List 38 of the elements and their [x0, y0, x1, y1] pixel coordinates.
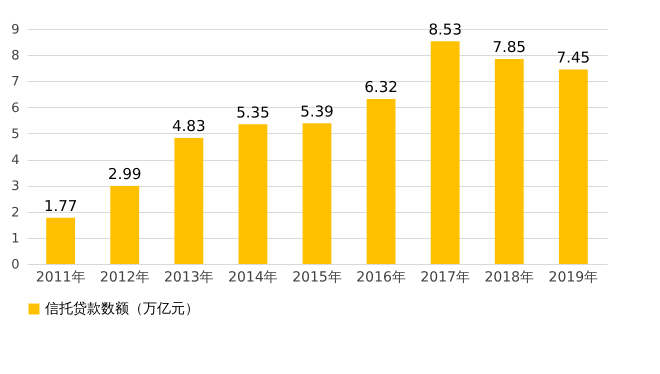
y-tick-label: 9	[11, 22, 20, 38]
y-tick-label: 4	[11, 153, 20, 168]
x-tick-label: 2015年	[292, 270, 342, 286]
x-tick-label: 2011年	[36, 270, 86, 286]
x-tick-label: 2019年	[548, 270, 598, 286]
bar	[494, 59, 524, 264]
bar	[174, 138, 204, 264]
y-tick-label: 3	[11, 179, 20, 194]
y-tick-label: 8	[11, 48, 20, 64]
data-label: 7.85	[492, 38, 526, 56]
data-label: 5.39	[300, 102, 334, 120]
data-label: 5.35	[236, 103, 270, 122]
bar	[46, 218, 76, 264]
data-label: 2.99	[108, 164, 142, 183]
data-label: 6.32	[364, 78, 398, 96]
y-tick-label: 0	[11, 258, 20, 272]
data-label: 1.77	[44, 196, 78, 215]
bar	[238, 124, 268, 264]
x-tick-label: 2018年	[484, 270, 534, 286]
data-label: 7.45	[556, 48, 590, 66]
data-label: 8.53	[428, 20, 462, 38]
x-tick-label: 2014年	[228, 270, 278, 286]
y-tick-label: 5	[11, 126, 20, 142]
bar	[430, 41, 460, 264]
bar	[558, 69, 588, 264]
x-tick-label: 2017年	[420, 270, 470, 286]
y-tick-label: 6	[11, 100, 20, 116]
y-tick-label: 1	[11, 231, 20, 246]
y-tick-label: 2	[11, 205, 20, 220]
y-tick-label: 7	[11, 74, 20, 90]
bar	[366, 98, 396, 264]
bar	[110, 186, 140, 264]
x-tick-label: 2012年	[100, 270, 150, 286]
x-tick-label: 2016年	[356, 270, 406, 286]
legend-label: 信托贷款数额（万亿元）	[45, 301, 199, 317]
bar	[302, 123, 332, 264]
x-tick-label: 2013年	[164, 270, 214, 286]
data-label: 4.83	[172, 116, 206, 135]
